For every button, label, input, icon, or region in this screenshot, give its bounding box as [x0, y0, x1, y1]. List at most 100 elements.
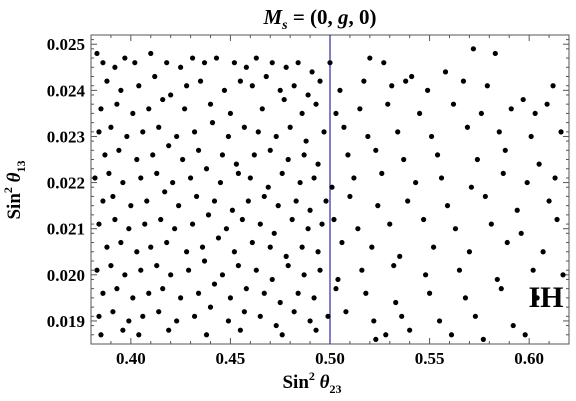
- data-point: [263, 73, 269, 80]
- data-point: [317, 267, 323, 273]
- data-point: [325, 313, 331, 319]
- data-point: [423, 272, 429, 278]
- data-point: [237, 327, 243, 333]
- data-point: [375, 203, 381, 209]
- data-point: [130, 110, 136, 117]
- data-point: [472, 313, 478, 319]
- data-point: [124, 133, 130, 140]
- data-point: [554, 216, 560, 223]
- data-point: [211, 281, 218, 287]
- data-point: [460, 78, 467, 84]
- data-point: [546, 198, 552, 204]
- y-tick-label: 0.025: [47, 35, 85, 54]
- data-point: [235, 262, 241, 269]
- data-point: [484, 83, 490, 89]
- data-point: [195, 290, 202, 296]
- data-point: [508, 106, 514, 112]
- data-point: [185, 267, 192, 273]
- data-point: [253, 267, 259, 273]
- data-point: [381, 60, 387, 66]
- data-point: [195, 147, 202, 153]
- y-tick-label: 0.022: [47, 174, 85, 193]
- data-point: [168, 272, 174, 278]
- data-point: [164, 60, 170, 66]
- data-point: [116, 147, 122, 153]
- data-point: [363, 290, 369, 296]
- data-point: [405, 198, 411, 204]
- data-point: [265, 184, 271, 190]
- data-point: [560, 272, 566, 278]
- data-point: [305, 226, 311, 232]
- data-point: [231, 60, 237, 66]
- data-point: [154, 170, 160, 176]
- data-point: [108, 262, 114, 269]
- data-point: [355, 226, 361, 232]
- data-point: [301, 152, 307, 158]
- data-point: [279, 332, 285, 338]
- data-point: [219, 272, 226, 278]
- data-point: [120, 179, 126, 186]
- data-point: [126, 318, 132, 324]
- data-point: [146, 106, 152, 112]
- data-point: [496, 129, 502, 135]
- data-point: [474, 156, 480, 163]
- data-point: [138, 267, 144, 273]
- data-point: [494, 276, 500, 283]
- y-axis-ticks: 0.019 0.020 0.021 0.022 0.023 0.024 0.025: [47, 35, 569, 345]
- data-point: [291, 83, 297, 89]
- data-point: [106, 170, 112, 176]
- data-point: [162, 189, 168, 195]
- data-point: [146, 290, 152, 296]
- data-point: [403, 78, 409, 84]
- data-point: [401, 156, 407, 163]
- data-point: [96, 313, 102, 319]
- data-point: [182, 106, 188, 112]
- data-point: [482, 193, 488, 200]
- data-point: [313, 101, 319, 107]
- data-point: [351, 175, 357, 181]
- data-point: [301, 272, 307, 278]
- data-point: [243, 286, 249, 292]
- data-point: [122, 272, 128, 278]
- data-point: [339, 239, 345, 246]
- data-point: [293, 198, 299, 204]
- data-point: [323, 198, 329, 204]
- data-point: [413, 179, 419, 186]
- data-point: [118, 87, 124, 93]
- data-point: [261, 193, 267, 200]
- data-point: [92, 175, 98, 181]
- data-point: [277, 87, 283, 93]
- data-point: [126, 226, 132, 232]
- data-point: [170, 179, 176, 186]
- data-point: [201, 258, 208, 264]
- data-point: [227, 110, 234, 117]
- data-point: [365, 133, 371, 140]
- data-point: [299, 110, 305, 117]
- data-point: [154, 262, 160, 269]
- data-point: [219, 152, 226, 158]
- data-point: [520, 96, 526, 103]
- data-point: [267, 147, 273, 153]
- data-point: [345, 152, 351, 158]
- data-point: [359, 267, 365, 273]
- y-tick-label: 0.020: [47, 266, 85, 285]
- data-point: [235, 170, 241, 176]
- data-point: [225, 133, 232, 140]
- data-point: [243, 64, 249, 70]
- data-point: [187, 175, 194, 181]
- data-point: [313, 327, 319, 333]
- data-point: [166, 327, 172, 333]
- data-point: [552, 175, 558, 181]
- data-point: [530, 267, 536, 273]
- data-point: [237, 78, 243, 84]
- data-point: [343, 309, 349, 315]
- data-point: [203, 166, 210, 172]
- data-point: [309, 69, 315, 75]
- data-point: [269, 276, 275, 283]
- data-point: [247, 175, 253, 181]
- data-point: [287, 124, 293, 130]
- data-point: [430, 244, 437, 250]
- x-axis-label: Sin2 θ23: [282, 369, 341, 396]
- data-point: [504, 239, 510, 246]
